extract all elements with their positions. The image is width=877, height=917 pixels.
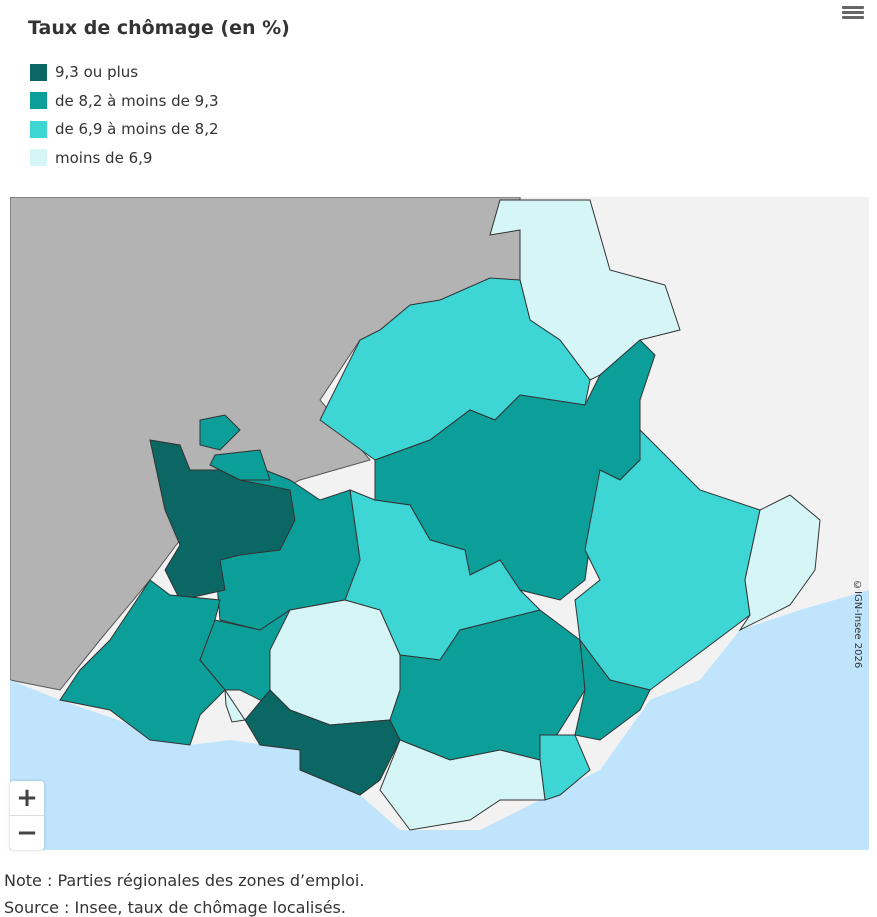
sea: [10, 590, 869, 850]
legend: 9,3 ou plus de 8,2 à moins de 9,3 de 6,9…: [30, 58, 219, 172]
legend-label: 9,3 ou plus: [55, 63, 139, 82]
zone[interactable]: [738, 494, 821, 632]
legend-item[interactable]: de 6,9 à moins de 8,2: [30, 115, 219, 144]
zone[interactable]: [379, 739, 546, 831]
zone[interactable]: [199, 414, 241, 451]
legend-item[interactable]: moins de 6,9: [30, 144, 219, 173]
legend-swatch: [30, 92, 47, 110]
map-title: Taux de chômage (en %): [28, 17, 290, 39]
zone[interactable]: [149, 439, 296, 601]
hamburger-menu-icon[interactable]: [842, 4, 864, 22]
choropleth-map[interactable]: [10, 197, 869, 850]
legend-swatch: [30, 149, 47, 167]
source-text: Source : Insee, taux de chômage localisé…: [4, 898, 346, 917]
legend-label: de 6,9 à moins de 8,2: [55, 120, 219, 139]
zone[interactable]: [269, 599, 401, 726]
note-text: Note : Parties régionales des zones d’em…: [4, 871, 365, 890]
zoom-control: + −: [10, 781, 44, 850]
zoom-in-button[interactable]: +: [16, 783, 38, 813]
zone[interactable]: [574, 638, 651, 741]
legend-item[interactable]: de 8,2 à moins de 9,3: [30, 87, 219, 116]
copyright: ©IGN-Insee 2026: [852, 580, 863, 669]
zone[interactable]: [389, 609, 586, 761]
legend-label: de 8,2 à moins de 9,3: [55, 91, 219, 110]
legend-item[interactable]: 9,3 ou plus: [30, 58, 219, 87]
legend-label: moins de 6,9: [55, 148, 153, 167]
zoom-out-button[interactable]: −: [10, 815, 44, 850]
zone[interactable]: [224, 688, 246, 723]
legend-swatch: [30, 63, 47, 81]
zone[interactable]: [59, 579, 226, 746]
legend-swatch: [30, 120, 47, 138]
zone[interactable]: [244, 689, 401, 796]
zone[interactable]: [574, 428, 761, 691]
zone[interactable]: [209, 449, 271, 481]
